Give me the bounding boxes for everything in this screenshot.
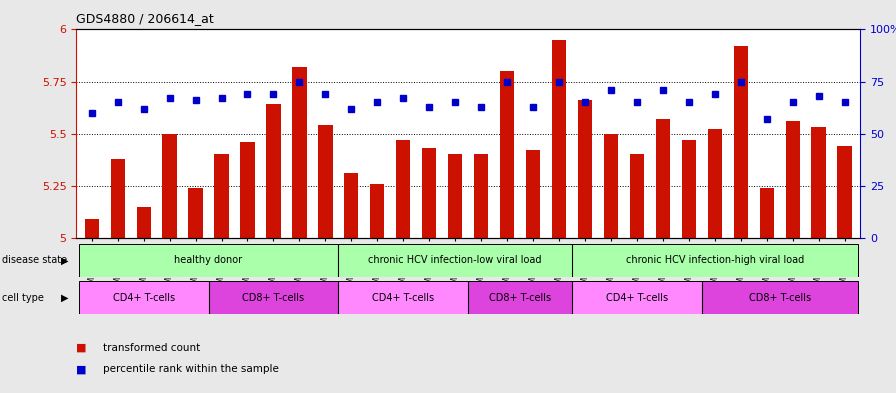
Bar <box>188 188 202 238</box>
Text: ■: ■ <box>76 343 87 353</box>
Bar <box>578 100 592 238</box>
Text: cell type: cell type <box>2 293 44 303</box>
Bar <box>448 154 462 238</box>
Bar <box>339 281 468 314</box>
Bar <box>708 129 722 238</box>
Bar <box>136 206 151 238</box>
Text: CD4+ T-cells: CD4+ T-cells <box>372 293 435 303</box>
Bar <box>292 67 306 238</box>
Text: transformed count: transformed count <box>103 343 201 353</box>
Text: chronic HCV infection-low viral load: chronic HCV infection-low viral load <box>368 255 542 265</box>
Bar <box>266 105 280 238</box>
Bar <box>604 134 618 238</box>
Text: disease state: disease state <box>2 255 67 265</box>
Bar <box>734 46 748 238</box>
Bar <box>682 140 696 238</box>
Bar <box>702 281 857 314</box>
Bar <box>396 140 410 238</box>
Text: CD8+ T-cells: CD8+ T-cells <box>489 293 551 303</box>
Bar <box>838 146 852 238</box>
Bar <box>339 244 572 277</box>
Bar <box>474 154 488 238</box>
Text: healthy donor: healthy donor <box>175 255 243 265</box>
Bar <box>84 219 99 238</box>
Text: ■: ■ <box>76 364 87 375</box>
Bar <box>79 281 209 314</box>
Text: ▶: ▶ <box>61 255 68 265</box>
Bar <box>214 154 228 238</box>
Text: ▶: ▶ <box>61 293 68 303</box>
Bar <box>552 40 566 238</box>
Text: CD4+ T-cells: CD4+ T-cells <box>606 293 668 303</box>
Text: GDS4880 / 206614_at: GDS4880 / 206614_at <box>76 12 214 25</box>
Bar <box>110 159 125 238</box>
Bar <box>786 121 800 238</box>
Bar <box>370 184 384 238</box>
Bar <box>79 244 339 277</box>
Bar <box>656 119 670 238</box>
Bar <box>422 148 436 238</box>
Bar <box>162 134 177 238</box>
Bar <box>209 281 339 314</box>
Bar <box>572 244 857 277</box>
Bar <box>812 127 826 238</box>
Text: CD8+ T-cells: CD8+ T-cells <box>749 293 811 303</box>
Bar <box>526 150 540 238</box>
Bar <box>500 71 514 238</box>
Bar <box>572 281 702 314</box>
Text: CD8+ T-cells: CD8+ T-cells <box>243 293 305 303</box>
Bar <box>760 188 774 238</box>
Bar <box>344 173 358 238</box>
Bar <box>630 154 644 238</box>
Text: chronic HCV infection-high viral load: chronic HCV infection-high viral load <box>625 255 804 265</box>
Bar <box>318 125 332 238</box>
Bar <box>240 142 254 238</box>
Text: percentile rank within the sample: percentile rank within the sample <box>103 364 279 375</box>
Text: CD4+ T-cells: CD4+ T-cells <box>113 293 175 303</box>
Bar <box>468 281 572 314</box>
